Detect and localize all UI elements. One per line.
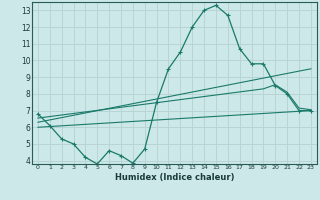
X-axis label: Humidex (Indice chaleur): Humidex (Indice chaleur)	[115, 173, 234, 182]
